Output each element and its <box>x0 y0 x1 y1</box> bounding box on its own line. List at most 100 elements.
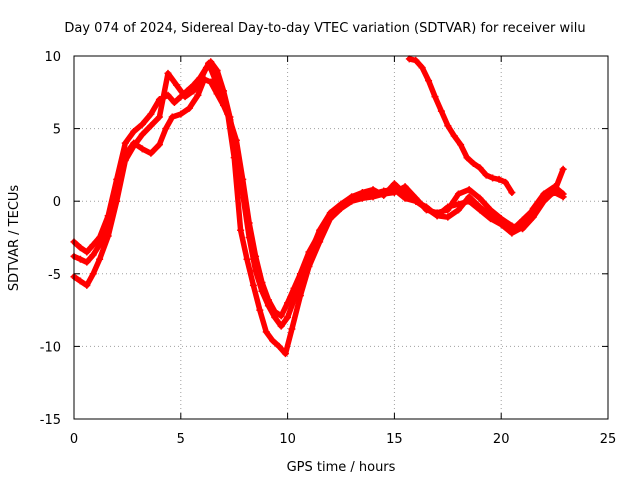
data-point-marker <box>401 183 409 191</box>
data-point-marker <box>465 197 473 205</box>
data-point-marker <box>369 193 377 201</box>
data-point-marker <box>121 157 129 165</box>
data-point-marker <box>269 337 277 345</box>
data-point-marker <box>155 141 163 149</box>
data-point-marker <box>433 212 441 220</box>
data-point-marker <box>369 186 377 194</box>
data-point-marker <box>147 110 155 118</box>
data-point-marker <box>147 122 155 130</box>
data-point-marker <box>358 188 366 196</box>
data-point-marker <box>422 203 430 211</box>
series-4 <box>405 55 516 196</box>
data-point-marker <box>245 219 253 227</box>
x-tick-label: 20 <box>493 432 510 447</box>
data-point-marker <box>508 222 516 230</box>
data-point-marker <box>217 93 225 101</box>
data-point-marker <box>207 78 215 86</box>
series-line <box>71 76 566 319</box>
data-point-marker <box>205 59 213 67</box>
data-point-marker <box>173 81 181 89</box>
data-point-marker <box>288 325 296 333</box>
data-point-marker <box>239 175 247 183</box>
data-point-marker <box>437 107 445 115</box>
data-point-marker <box>130 128 138 136</box>
data-point-marker <box>508 229 516 237</box>
data-point-marker <box>412 56 420 64</box>
data-point-marker <box>316 238 324 246</box>
data-point-marker <box>454 190 462 198</box>
series-2 <box>70 75 567 320</box>
data-point-marker <box>463 154 471 162</box>
data-point-marker <box>121 139 129 147</box>
data-point-marker <box>138 130 146 138</box>
data-point-marker <box>348 193 356 201</box>
y-axis-label: SDTVAR / TECUs <box>7 185 22 292</box>
data-point-marker <box>444 203 452 211</box>
data-point-marker <box>476 206 484 214</box>
data-point-marker <box>489 174 497 182</box>
data-point-marker <box>96 255 104 263</box>
data-point-marker <box>284 313 292 321</box>
data-point-marker <box>281 350 289 358</box>
data-point-marker <box>138 145 146 153</box>
data-point-marker <box>390 188 398 196</box>
data-point-marker <box>170 98 178 106</box>
data-point-marker <box>76 244 84 252</box>
data-point-marker <box>487 215 495 223</box>
data-point-marker <box>277 322 285 330</box>
data-point-marker <box>89 251 97 259</box>
series-line <box>71 59 566 329</box>
data-point-marker <box>194 91 202 99</box>
data-point-marker <box>211 75 219 83</box>
data-point-marker <box>501 178 509 186</box>
data-point-marker <box>213 67 221 75</box>
x-tick-label: 15 <box>386 432 403 447</box>
data-point-marker <box>559 165 567 173</box>
y-tick-label: -15 <box>40 413 61 428</box>
data-point-marker <box>243 255 251 263</box>
data-point-marker <box>508 188 516 196</box>
series-layer <box>70 55 567 358</box>
axis-ticks: 0 5 10 15 20 25 -15 -10 -5 0 5 10 <box>40 50 617 447</box>
y-tick-label: 0 <box>53 195 61 210</box>
data-point-marker <box>390 180 398 188</box>
data-point-marker <box>130 142 138 150</box>
data-point-marker <box>190 87 198 95</box>
data-point-marker <box>482 171 490 179</box>
data-point-marker <box>249 281 257 289</box>
data-point-marker <box>326 215 334 223</box>
data-point-marker <box>476 164 484 172</box>
data-point-marker <box>469 159 477 167</box>
data-point-marker <box>450 132 458 140</box>
data-point-marker <box>284 299 292 307</box>
data-point-marker <box>519 223 527 231</box>
series-1 <box>70 58 567 330</box>
data-point-marker <box>164 69 172 77</box>
data-point-marker <box>168 113 176 121</box>
data-point-marker <box>476 194 484 202</box>
x-axis-label: GPS time / hours <box>287 460 396 475</box>
data-point-marker <box>277 312 285 320</box>
data-point-marker <box>454 200 462 208</box>
data-point-marker <box>198 72 206 80</box>
data-point-marker <box>89 241 97 249</box>
data-point-marker <box>256 306 264 314</box>
data-point-marker <box>401 190 409 198</box>
data-point-marker <box>495 175 503 183</box>
data-point-marker <box>262 328 270 336</box>
data-point-marker <box>290 284 298 292</box>
data-point-marker <box>551 183 559 191</box>
data-point-marker <box>559 190 567 198</box>
series-line <box>406 56 515 196</box>
chart-title: Day 074 of 2024, Sidereal Day-to-day VTE… <box>64 21 585 36</box>
x-tick-label: 25 <box>600 432 617 447</box>
x-tick-label: 0 <box>70 432 78 447</box>
data-point-marker <box>83 281 91 289</box>
data-point-marker <box>540 190 548 198</box>
data-point-marker <box>155 113 163 121</box>
data-point-marker <box>271 308 279 316</box>
data-point-marker <box>147 149 155 157</box>
data-point-marker <box>418 64 426 72</box>
data-point-marker <box>264 296 272 304</box>
data-point-marker <box>113 197 121 205</box>
